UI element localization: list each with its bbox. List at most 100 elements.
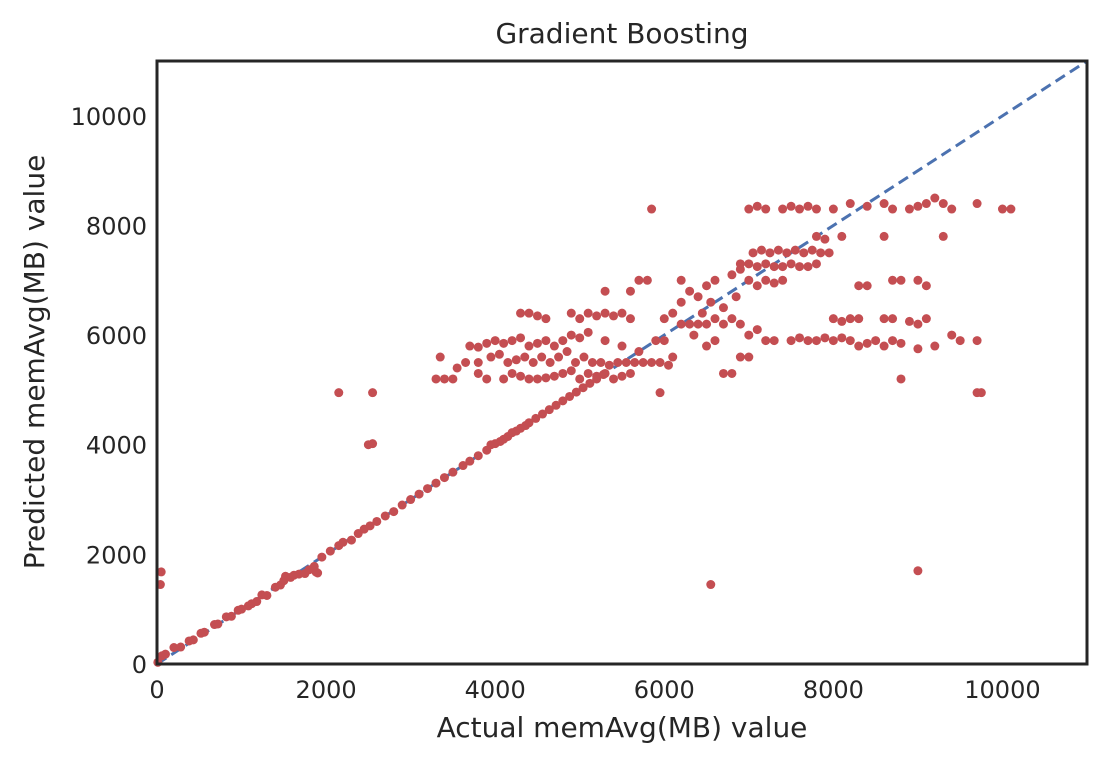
data-point bbox=[549, 341, 559, 351]
data-point bbox=[380, 511, 390, 521]
data-point bbox=[828, 204, 838, 214]
data-point bbox=[617, 371, 627, 381]
data-point bbox=[554, 352, 564, 362]
y-tick-label: 2000 bbox=[86, 541, 147, 569]
data-point bbox=[769, 336, 779, 346]
data-point bbox=[799, 248, 809, 258]
data-point bbox=[532, 311, 542, 321]
data-point bbox=[803, 262, 813, 272]
y-tick-label: 8000 bbox=[86, 212, 147, 240]
data-point bbox=[718, 368, 728, 378]
data-point bbox=[252, 597, 262, 607]
data-point bbox=[524, 341, 534, 351]
data-point bbox=[596, 358, 606, 367]
data-point bbox=[558, 396, 568, 406]
plot-frame bbox=[155, 59, 1089, 666]
data-point bbox=[697, 308, 707, 318]
data-point bbox=[921, 314, 931, 324]
axis-ticks: 0 2000 4000 6000 8000 10000 0 2000 4000 6000 8000 1… bbox=[71, 103, 1041, 704]
data-point bbox=[634, 347, 644, 357]
data-point bbox=[566, 308, 576, 318]
data-point bbox=[710, 275, 720, 285]
data-point bbox=[735, 352, 745, 362]
data-point bbox=[765, 248, 775, 258]
data-point bbox=[744, 259, 754, 269]
data-point bbox=[473, 368, 483, 378]
data-point bbox=[613, 358, 623, 367]
data-point bbox=[423, 484, 433, 494]
data-point bbox=[896, 275, 906, 285]
data-point bbox=[786, 336, 796, 346]
data-point bbox=[338, 537, 348, 547]
data-point bbox=[845, 336, 855, 346]
data-point bbox=[465, 456, 475, 466]
data-point bbox=[531, 413, 541, 423]
data-point bbox=[482, 338, 492, 348]
data-point bbox=[773, 245, 783, 255]
x-tick-label: 10000 bbox=[964, 676, 1040, 704]
data-point bbox=[363, 440, 373, 450]
data-point bbox=[458, 461, 468, 471]
data-point bbox=[473, 342, 483, 352]
data-point bbox=[499, 338, 509, 348]
data-point bbox=[537, 352, 547, 362]
data-point bbox=[685, 319, 695, 329]
data-point bbox=[879, 199, 889, 209]
data-point bbox=[921, 281, 931, 291]
data-point bbox=[921, 199, 931, 209]
y-tick-label: 0 bbox=[132, 651, 147, 679]
data-point bbox=[824, 248, 834, 258]
data-point bbox=[571, 387, 581, 397]
data-point bbox=[803, 201, 813, 211]
data-point bbox=[854, 314, 864, 324]
data-point bbox=[334, 388, 344, 398]
data-point bbox=[782, 248, 792, 258]
data-point bbox=[625, 368, 635, 378]
data-point bbox=[795, 204, 805, 214]
data-point bbox=[625, 314, 635, 324]
data-point bbox=[516, 308, 526, 318]
data-point bbox=[532, 338, 542, 348]
data-point bbox=[828, 336, 838, 346]
data-point bbox=[938, 231, 948, 241]
data-point bbox=[188, 635, 198, 645]
data-point bbox=[448, 374, 458, 384]
data-point bbox=[706, 580, 716, 590]
data-point bbox=[600, 336, 610, 346]
data-point bbox=[524, 374, 534, 384]
data-point bbox=[862, 338, 872, 348]
data-point bbox=[520, 352, 530, 362]
data-point bbox=[811, 231, 821, 241]
data-point bbox=[811, 204, 821, 214]
data-point bbox=[828, 314, 838, 324]
data-point bbox=[406, 495, 416, 505]
data-point bbox=[761, 275, 771, 285]
x-tick-label: 6000 bbox=[634, 676, 695, 704]
data-point bbox=[862, 201, 872, 211]
data-point bbox=[972, 336, 982, 346]
data-point bbox=[997, 204, 1007, 214]
data-point bbox=[566, 330, 576, 340]
data-point bbox=[888, 204, 898, 214]
data-point bbox=[845, 199, 855, 209]
data-point bbox=[757, 245, 766, 255]
data-point bbox=[769, 262, 779, 272]
data-point bbox=[565, 391, 575, 401]
data-point bbox=[524, 418, 534, 428]
data-point bbox=[551, 400, 561, 410]
data-point bbox=[651, 336, 661, 346]
data-point bbox=[397, 500, 407, 510]
data-point bbox=[566, 366, 576, 376]
data-point bbox=[693, 319, 703, 329]
data-point bbox=[587, 358, 597, 367]
data-point bbox=[372, 516, 382, 526]
data-point bbox=[664, 360, 673, 370]
data-point bbox=[790, 245, 800, 255]
data-point bbox=[414, 489, 424, 499]
x-tick-label: 8000 bbox=[803, 676, 864, 704]
data-point bbox=[938, 199, 948, 209]
data-point bbox=[947, 204, 957, 214]
data-point bbox=[494, 349, 504, 359]
